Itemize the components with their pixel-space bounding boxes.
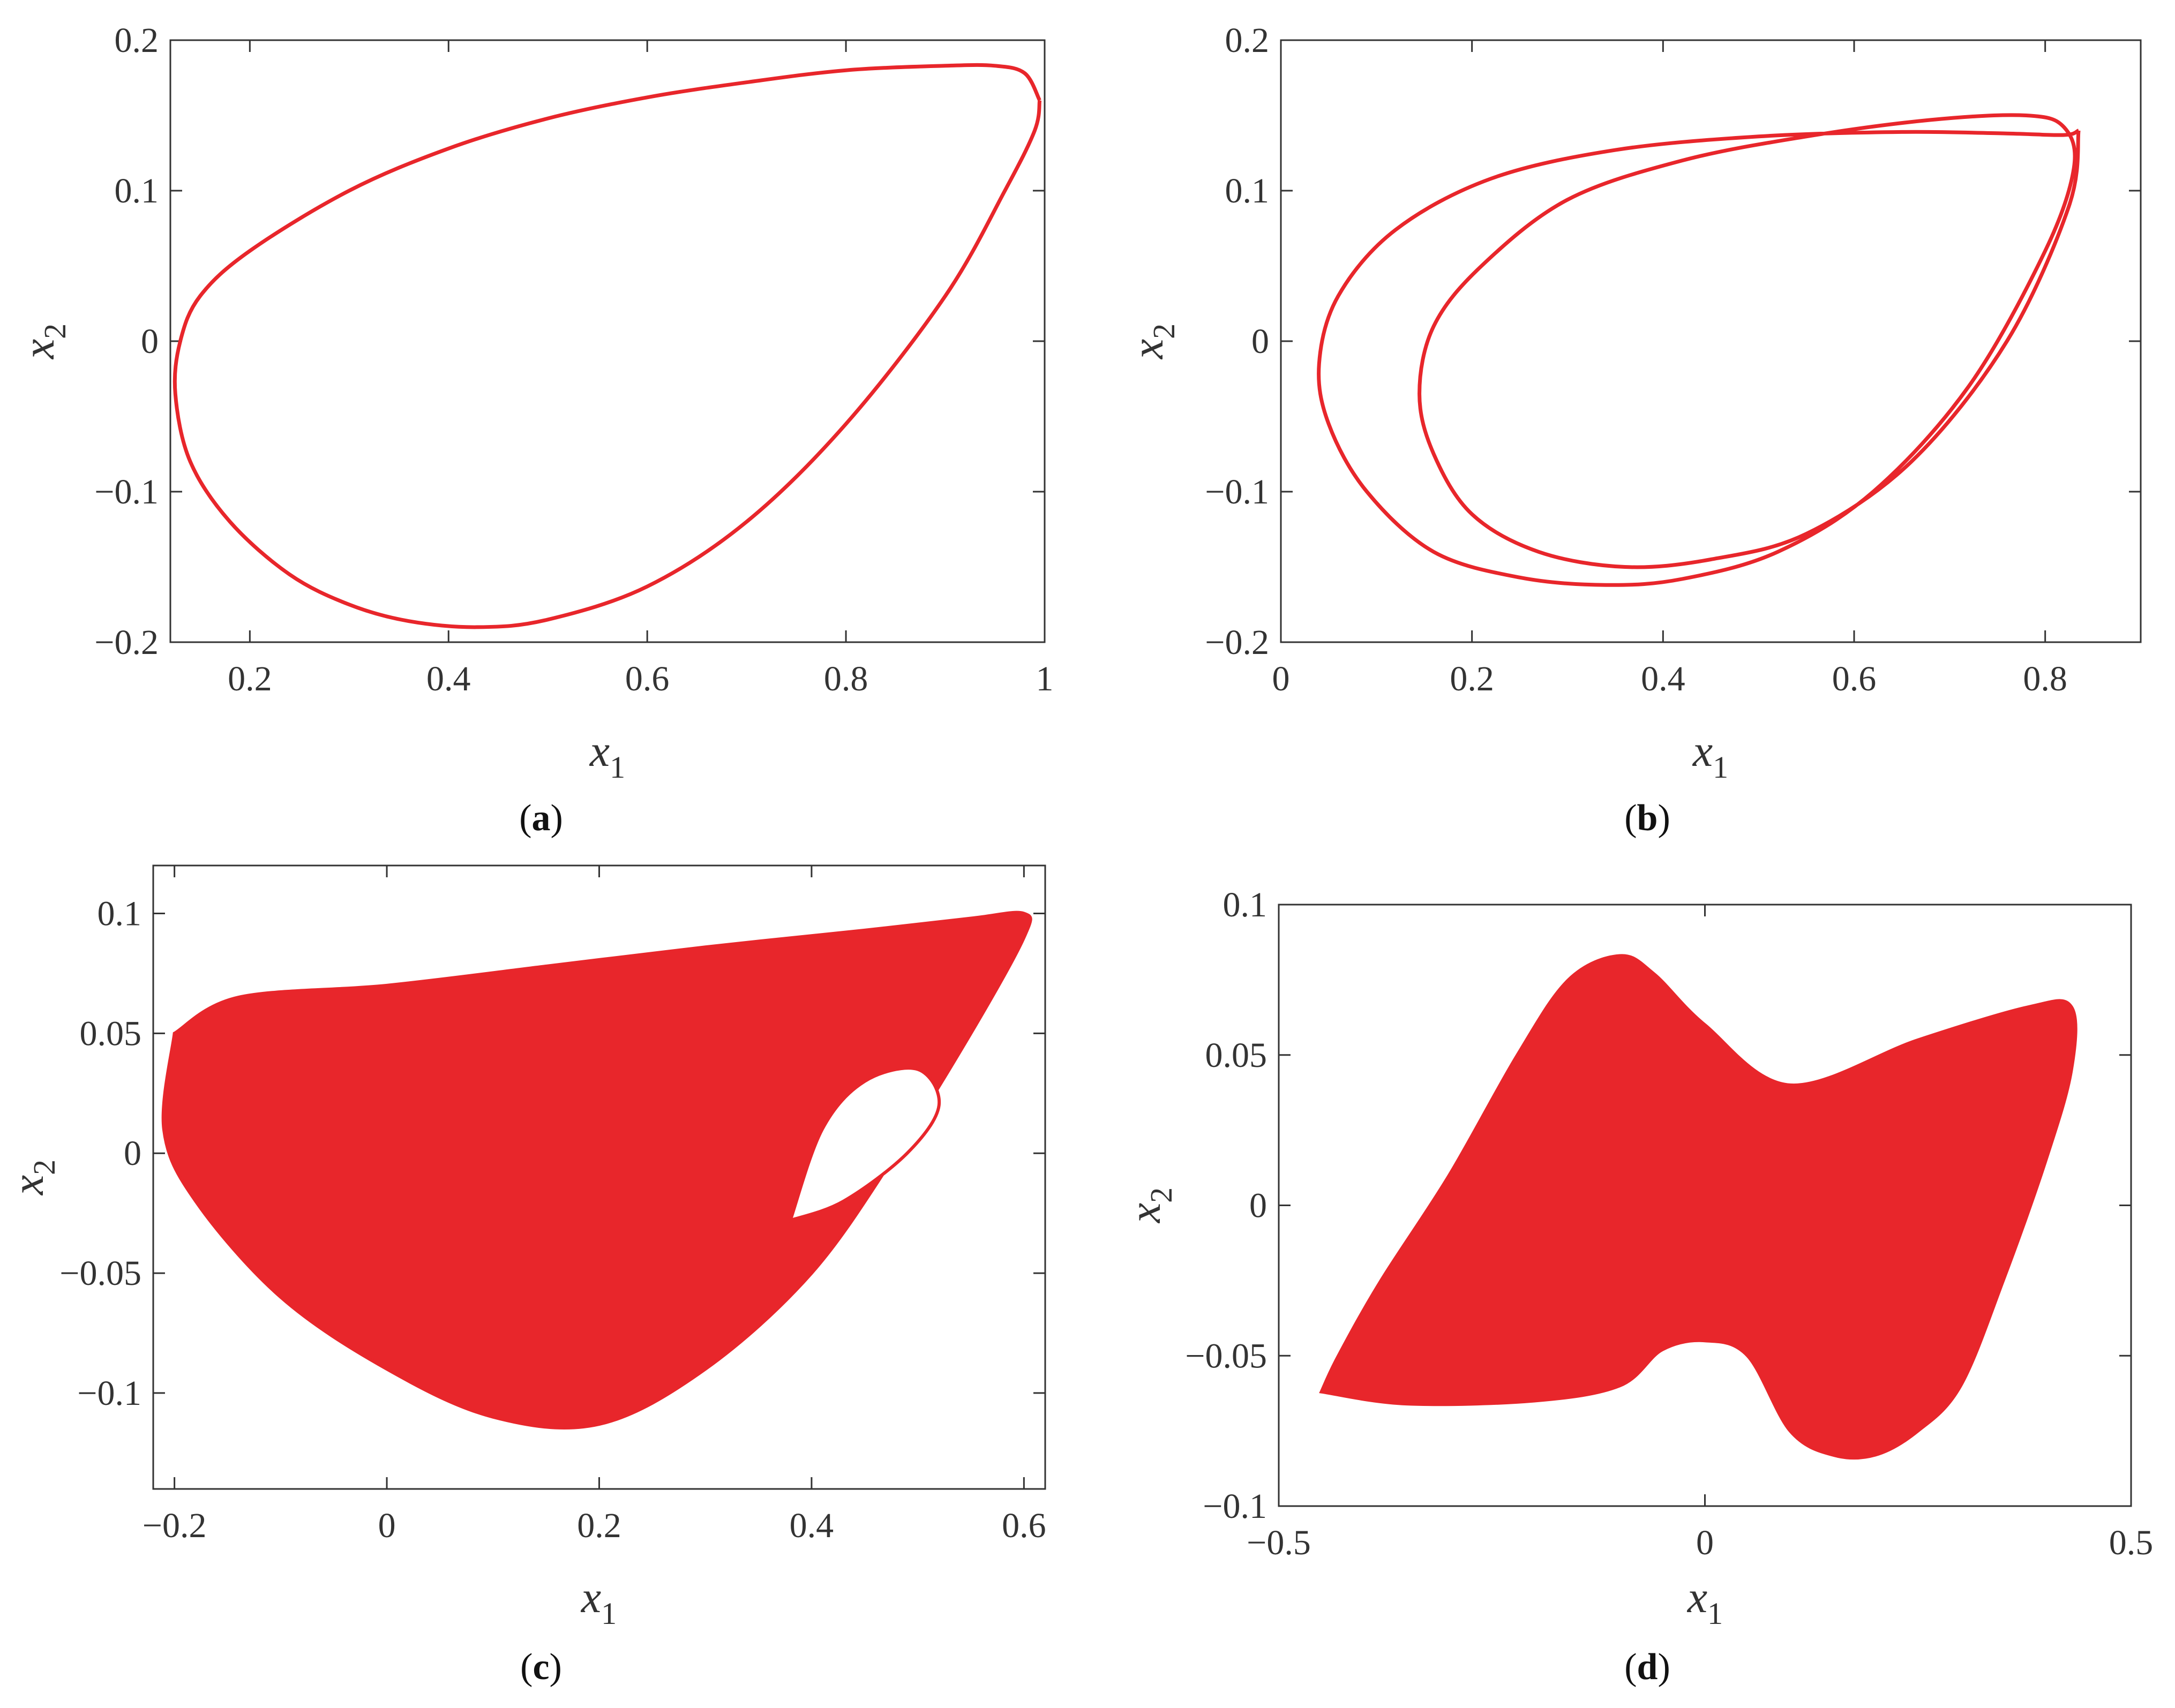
y-tick-label: 0.1: [1223, 885, 1268, 924]
y-tick-label: −0.05: [1185, 1336, 1267, 1375]
y-tick-label: 0.05: [80, 1014, 142, 1053]
panel-a: 0.2 0.4 0.6 0.8 1 −0.2 −0.1 0 0.1 0.2 x1 x2 (a): [14, 21, 1054, 839]
panel-d: −0.5 0 0.5 −0.1 −0.05 0 0.05 0.1 x1 x2 (d): [1120, 885, 2153, 1688]
y-axis-label: x2: [1123, 323, 1181, 360]
x-tick-label: 0: [1696, 1523, 1714, 1562]
panel-c: −0.2 0 0.2 0.4 0.6 −0.1 −0.05 0 0.05 0.1 x1 x2 (c…: [3, 864, 1046, 1688]
panel-caption: (c): [520, 1646, 562, 1688]
y-tick-label: 0.2: [115, 21, 159, 60]
x-tick-label: 0: [1272, 659, 1290, 698]
y-tick-label: 0: [124, 1134, 141, 1173]
trajectory-line: [172, 63, 1042, 629]
y-tick-label: 0.1: [115, 171, 159, 210]
series-layer: [172, 63, 1042, 629]
x-tick-label: 0.4: [426, 659, 471, 698]
attractor-region: [1319, 954, 2078, 1460]
ticks: −0.5 0 0.5 −0.1 −0.05 0 0.05 0.1: [1185, 885, 2153, 1562]
y-tick-label: −0.2: [94, 623, 159, 662]
x-tick-label: 0.6: [1832, 659, 1877, 698]
y-tick-label: 0: [1251, 322, 1269, 361]
ticks: 0 0.2 0.4 0.6 0.8 −0.2 −0.1 0 0.1 0.2: [1205, 21, 2141, 698]
attractor-hole: [788, 1066, 941, 1223]
panel-caption: (b): [1624, 797, 1670, 839]
x-tick-label: 0.4: [1641, 659, 1685, 698]
y-tick-label: 0: [141, 322, 159, 361]
x-axis-label: x1: [580, 1572, 617, 1631]
panel-b: 0 0.2 0.4 0.6 0.8 −0.2 −0.1 0 0.1 0.2 x1 x2 (b): [1123, 21, 2142, 839]
series-layer: [161, 911, 1032, 1430]
panel-caption: (d): [1624, 1646, 1670, 1688]
y-tick-label: 0.1: [98, 894, 142, 934]
series-layer: [1317, 113, 2081, 587]
y-tick-label: 0: [1249, 1186, 1267, 1225]
x-tick-label: 0.2: [228, 659, 272, 698]
x-tick-label: 0.8: [2023, 659, 2067, 698]
y-axis-label: x2: [1120, 1187, 1179, 1224]
x-tick-label: −0.2: [142, 1506, 207, 1545]
y-tick-label: −0.1: [1203, 1487, 1267, 1526]
x-tick-label: 0.4: [790, 1506, 834, 1545]
plot-frame: [1280, 39, 2142, 643]
x-axis-label: x1: [589, 726, 625, 785]
x-tick-label: 0.5: [2109, 1523, 2154, 1562]
y-tick-label: 0.1: [1225, 171, 1270, 210]
attractor-region: [161, 911, 1032, 1430]
x-axis-label: x1: [1686, 1572, 1723, 1631]
y-axis-label: x2: [3, 1160, 62, 1196]
y-tick-label: −0.2: [1205, 623, 1269, 662]
x-tick-label: 0.8: [824, 659, 868, 698]
x-axis-label: x1: [1692, 726, 1728, 785]
y-tick-label: −0.1: [77, 1374, 141, 1413]
y-axis-label: x2: [14, 323, 72, 360]
x-tick-label: 0.6: [1002, 1506, 1046, 1545]
ticks: 0.2 0.4 0.6 0.8 1 −0.2 −0.1 0 0.1 0.2: [94, 21, 1053, 698]
x-tick-label: 1: [1036, 659, 1054, 698]
x-tick-label: 0.2: [577, 1506, 621, 1545]
ticks: −0.2 0 0.2 0.4 0.6 −0.1 −0.05 0 0.05 0.1: [59, 866, 1046, 1545]
y-tick-label: −0.1: [1205, 472, 1269, 511]
x-tick-label: 0.6: [625, 659, 670, 698]
x-tick-label: −0.5: [1247, 1523, 1311, 1562]
x-tick-label: 0.2: [1450, 659, 1494, 698]
x-tick-label: 0: [378, 1506, 396, 1545]
trajectory-line: [1317, 113, 2081, 587]
y-tick-label: −0.05: [59, 1254, 141, 1293]
y-tick-label: 0.2: [1225, 21, 1270, 60]
series-layer: [1319, 954, 2078, 1460]
panel-caption: (a): [519, 797, 563, 839]
y-tick-label: −0.1: [94, 472, 159, 511]
y-tick-label: 0.05: [1205, 1036, 1268, 1075]
